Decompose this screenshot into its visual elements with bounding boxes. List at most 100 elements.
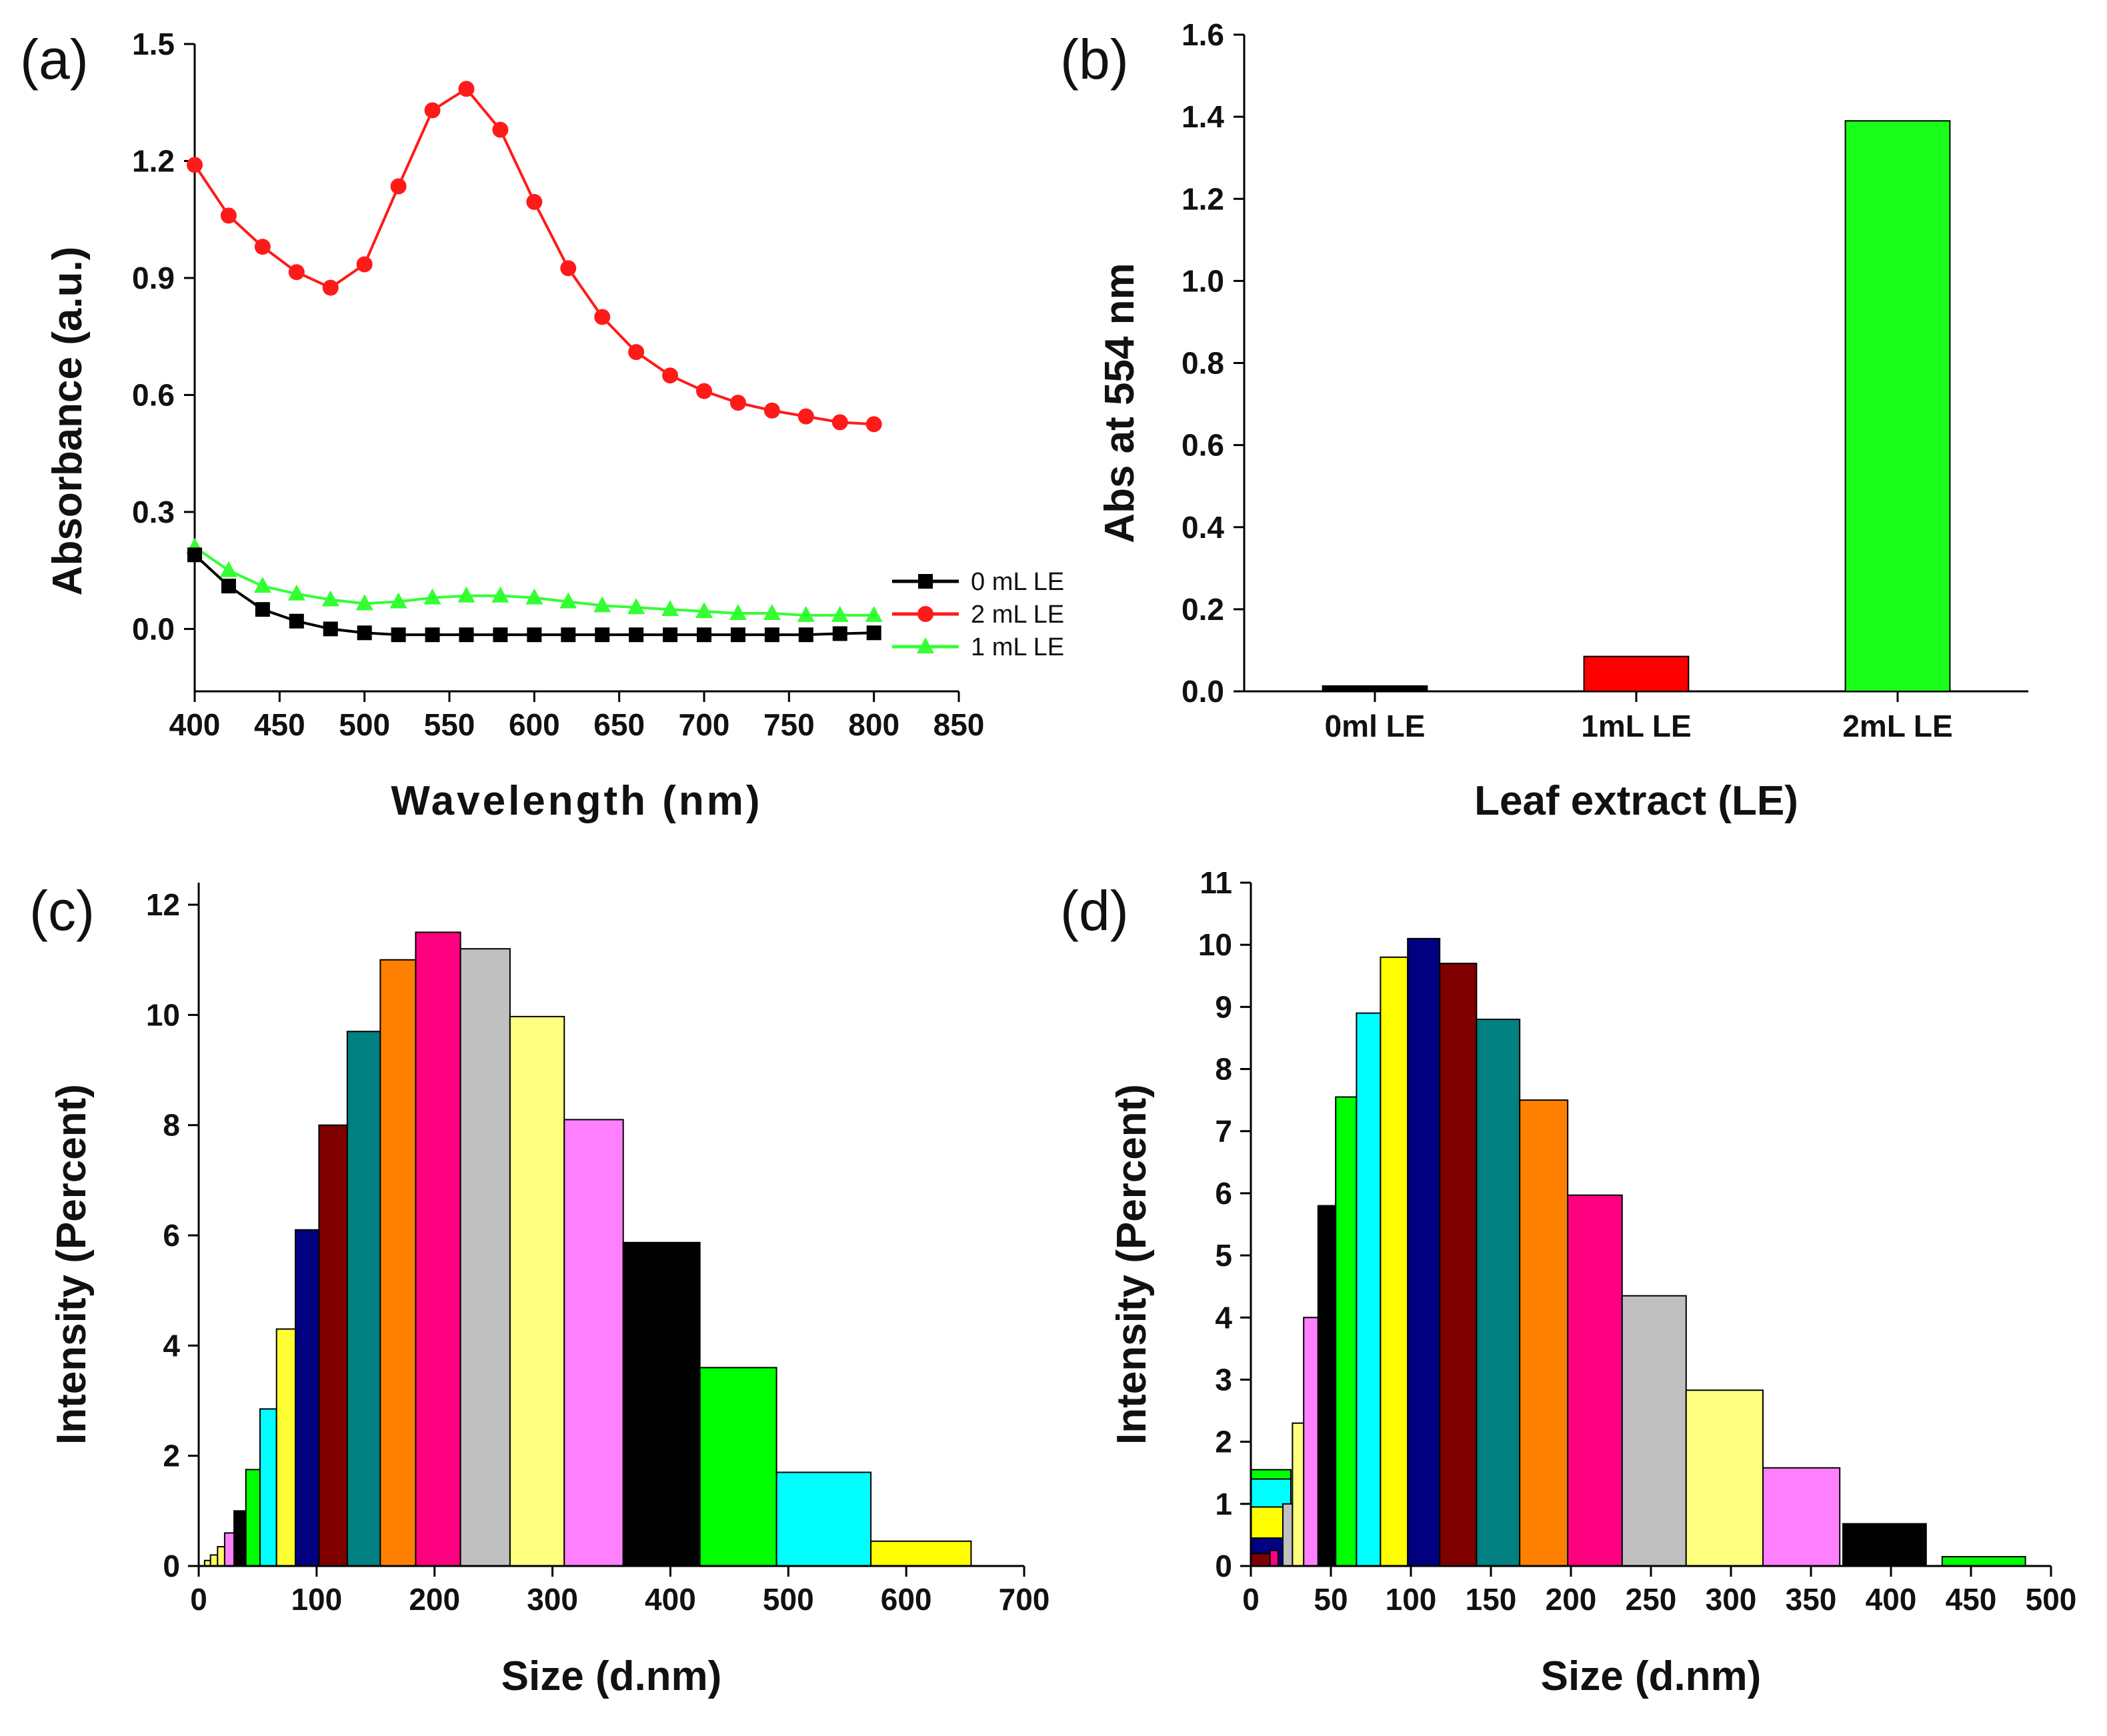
panel-a-data-point <box>695 602 713 619</box>
panel-a-data-point <box>357 625 372 641</box>
panel-a-data-point <box>255 602 270 617</box>
panel-b-y-tick-label: 1.2 <box>1182 181 1224 216</box>
panel-a-legend-marker <box>917 637 934 653</box>
panel-d-x-tick-label: 350 <box>1786 1582 1837 1617</box>
panel-d-histogram-bar <box>1621 1295 1687 1567</box>
panel-c-histogram-bar <box>346 1031 381 1567</box>
panel-d-x-tick-label: 250 <box>1626 1582 1677 1617</box>
panel-d-x-tick-label: 150 <box>1466 1582 1517 1617</box>
panel-c-histogram-bar <box>223 1532 235 1567</box>
panel-a-y-axis-title: Absorbance (a.u.) <box>45 247 91 596</box>
panel-a-data-point <box>459 627 474 643</box>
panel-b-x-tick-label: 0ml LE <box>1325 709 1426 743</box>
panel-c-x-tick-label: 500 <box>763 1582 814 1617</box>
panel-letter-c: (c) <box>29 879 95 942</box>
panel-d-x-tick-label: 400 <box>1866 1582 1917 1617</box>
panel-d-y-axis-title: Intensity (Percent) <box>1109 1084 1155 1445</box>
panel-a-data-point <box>561 627 576 643</box>
panel-d-x-tick-label: 200 <box>1546 1582 1597 1617</box>
panel-b-bar <box>1844 120 1951 692</box>
panel-c-histogram-bar <box>295 1229 320 1567</box>
panel-a-data-point <box>697 627 711 643</box>
panel-b-x-tick-label: 2mL LE <box>1842 709 1952 743</box>
panel-d-y-tick-label: 7 <box>1215 1114 1232 1149</box>
panel-c-x-tick-label: 300 <box>527 1582 578 1617</box>
panel-c-x-tick-label: 0 <box>190 1582 207 1617</box>
panel-d-y-tick-label: 3 <box>1215 1362 1232 1397</box>
panel-a-x-tick-label: 650 <box>593 707 645 742</box>
panel-a-data-point <box>832 626 847 641</box>
panel-a-x-tick-label: 600 <box>509 707 560 742</box>
panel-c-histogram-bar <box>209 1554 219 1567</box>
panel-d-histogram-bar <box>1439 963 1478 1567</box>
panel-a-y-tick-label: 0.3 <box>132 495 175 529</box>
panel-c-histogram-bar <box>459 948 511 1567</box>
panel-a-data-point <box>797 605 815 622</box>
panel-c-y-axis-title: Intensity (Percent) <box>49 1084 95 1445</box>
panel-a-legend-label: 1 mL LE <box>971 633 1064 661</box>
panel-letter-b: (b) <box>1060 28 1129 91</box>
panel-b-bar <box>1322 685 1428 692</box>
panel-a-data-point <box>323 621 338 637</box>
panel-a-x-tick-label: 800 <box>848 707 899 742</box>
panel-a-y-tick-label: 1.5 <box>132 27 175 61</box>
panel-a-data-point <box>866 625 881 641</box>
panel-a-x-tick-label: 500 <box>339 707 390 742</box>
panel-a-data-point <box>390 178 407 195</box>
panel-a-data-point <box>798 627 813 643</box>
panel-a-y-tick-label: 0.9 <box>132 261 175 295</box>
panel-a-data-point <box>219 561 237 577</box>
panel-a-data-point <box>423 588 441 605</box>
panel-a-data-point <box>627 598 645 615</box>
panel-d-x-tick-label: 0 <box>1242 1582 1260 1617</box>
panel-c-y-tick-label: 10 <box>146 997 180 1032</box>
panel-a-y-tick-label: 1.2 <box>132 143 175 178</box>
panel-a-y-tick-label: 0.6 <box>132 377 175 412</box>
panel-c-x-tick-label: 200 <box>409 1582 460 1617</box>
panel-b-bar <box>1583 655 1690 692</box>
panel-d-y-tick-label: 6 <box>1215 1176 1232 1211</box>
panel-a-data-point <box>662 367 679 384</box>
panel-a-data-point <box>425 627 440 643</box>
panel-d-histogram-bar <box>1519 1099 1569 1567</box>
panel-a-data-point <box>288 264 305 281</box>
panel-a-legend-label: 0 mL LE <box>971 568 1064 596</box>
panel-d-histogram-bar <box>1685 1389 1764 1567</box>
panel-a-legend-marker <box>918 574 933 589</box>
panel-b-y-tick-label: 0.4 <box>1182 510 1224 545</box>
panel-c-y-tick-label: 8 <box>163 1108 180 1143</box>
panel-a-legend-marker <box>917 606 933 622</box>
panel-letter-d: (d) <box>1060 879 1129 942</box>
panel-c-histogram-bar <box>217 1546 225 1567</box>
panel-a-x-tick-label: 750 <box>763 707 815 742</box>
panel-d-x-tick-label: 50 <box>1314 1582 1348 1617</box>
panel-b-y-tick-label: 0.0 <box>1182 674 1224 709</box>
panel-d-histogram-bar <box>1567 1194 1623 1567</box>
panel-d-y-tick-label: 0 <box>1215 1549 1232 1583</box>
panel-a-y-tick-label: 0.0 <box>132 611 175 646</box>
panel-d-x-tick-label: 300 <box>1706 1582 1757 1617</box>
panel-a-data-point <box>525 588 543 605</box>
panel-b-y-tick-label: 1.6 <box>1182 17 1224 52</box>
panel-c-histogram-bar <box>259 1408 277 1567</box>
panel-a-data-point <box>289 613 304 629</box>
panel-a-data-point <box>492 121 509 138</box>
panel-d-histogram-bar <box>1762 1467 1841 1567</box>
panel-a-x-tick-label: 450 <box>254 707 305 742</box>
panel-c-histogram-bar <box>245 1469 261 1567</box>
panel-a-data-point <box>628 344 645 361</box>
panel-a-data-point <box>865 605 883 622</box>
panel-c-histogram-bar <box>509 1015 565 1567</box>
panel-a-data-point <box>594 309 611 325</box>
panel-d-histogram-bar <box>1941 1556 2026 1567</box>
panel-a-data-point <box>458 81 475 97</box>
panel-a-data-point <box>729 395 746 411</box>
panel-a-data-point <box>763 402 780 419</box>
panel-c-x-axis-title: Size (d.nm) <box>501 1653 722 1699</box>
panel-a-data-point <box>661 600 679 617</box>
panel-a-data-point <box>831 605 849 622</box>
panel-a-legend-label: 2 mL LE <box>971 601 1064 629</box>
panel-d-histogram-bar <box>1317 1205 1337 1567</box>
panel-letter-a: (a) <box>20 28 89 91</box>
